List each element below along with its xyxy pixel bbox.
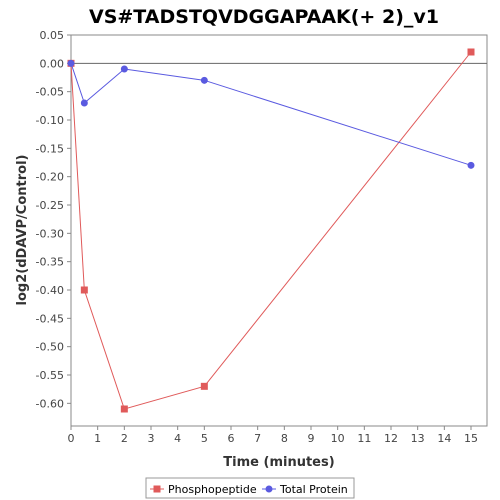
y-tick-label: -0.05 bbox=[36, 86, 64, 99]
x-tick-label: 9 bbox=[308, 432, 315, 445]
legend: Phosphopeptide Total Protein bbox=[145, 477, 355, 499]
y-tick-label: -0.10 bbox=[36, 114, 64, 127]
data-point bbox=[200, 76, 208, 84]
x-tick-label: 15 bbox=[464, 432, 478, 445]
x-tick-label: 4 bbox=[174, 432, 181, 445]
plot-area bbox=[70, 34, 488, 427]
x-tick-label: 11 bbox=[357, 432, 371, 445]
x-axis-label: Time (minutes) bbox=[223, 455, 334, 470]
x-tick-label: 5 bbox=[201, 432, 208, 445]
y-tick-label: -0.55 bbox=[36, 369, 64, 382]
x-tick-label: 3 bbox=[148, 432, 155, 445]
legend-entry: Phosphopeptide bbox=[168, 483, 257, 496]
x-tick-label: 6 bbox=[228, 432, 235, 445]
y-tick-label: -0.15 bbox=[36, 142, 64, 155]
y-tick-label: -0.25 bbox=[36, 199, 64, 212]
data-point bbox=[120, 65, 128, 73]
x-tick-label: 8 bbox=[281, 432, 288, 445]
y-tick-label: -0.50 bbox=[36, 341, 64, 354]
x-axis: 0 1 2 3 4 5 6 7 8 9 10 11 12 13 14 15 bbox=[68, 426, 478, 445]
y-tick-label: -0.40 bbox=[36, 284, 64, 297]
data-point bbox=[467, 48, 475, 56]
data-point bbox=[80, 286, 88, 294]
y-tick-label: -0.45 bbox=[36, 312, 64, 325]
data-point bbox=[200, 382, 208, 390]
x-tick-label: 2 bbox=[121, 432, 128, 445]
x-tick-label: 12 bbox=[384, 432, 398, 445]
y-axis-label: log2(dDAVP/Control) bbox=[15, 155, 30, 306]
x-tick-label: 0 bbox=[68, 432, 75, 445]
y-tick-label: 0.05 bbox=[40, 29, 65, 42]
x-tick-label: 10 bbox=[331, 432, 345, 445]
x-tick-label: 7 bbox=[254, 432, 261, 445]
legend-marker bbox=[265, 485, 273, 493]
data-point bbox=[120, 405, 128, 413]
x-tick-label: 13 bbox=[411, 432, 425, 445]
chart-title: VS#TADSTQVDGGAPAAK(+ 2)_v1 bbox=[89, 6, 439, 28]
y-tick-label: -0.20 bbox=[36, 171, 64, 184]
data-point bbox=[467, 161, 475, 169]
y-axis: 0.05 0.00 -0.05 -0.10 -0.15 -0.20 -0.25 -0.30 -0… bbox=[36, 29, 71, 410]
y-tick-label: -0.30 bbox=[36, 227, 64, 240]
y-tick-label: -0.35 bbox=[36, 256, 64, 269]
series-group bbox=[67, 48, 475, 413]
data-point bbox=[80, 99, 88, 107]
y-tick-label: 0.00 bbox=[40, 57, 65, 70]
legend-entry: Total Protein bbox=[279, 483, 348, 496]
x-tick-label: 1 bbox=[94, 432, 101, 445]
y-tick-label: -0.60 bbox=[36, 397, 64, 410]
legend-box bbox=[145, 477, 355, 499]
legend-marker bbox=[153, 485, 161, 493]
data-point bbox=[67, 59, 75, 67]
x-tick-label: 14 bbox=[437, 432, 451, 445]
